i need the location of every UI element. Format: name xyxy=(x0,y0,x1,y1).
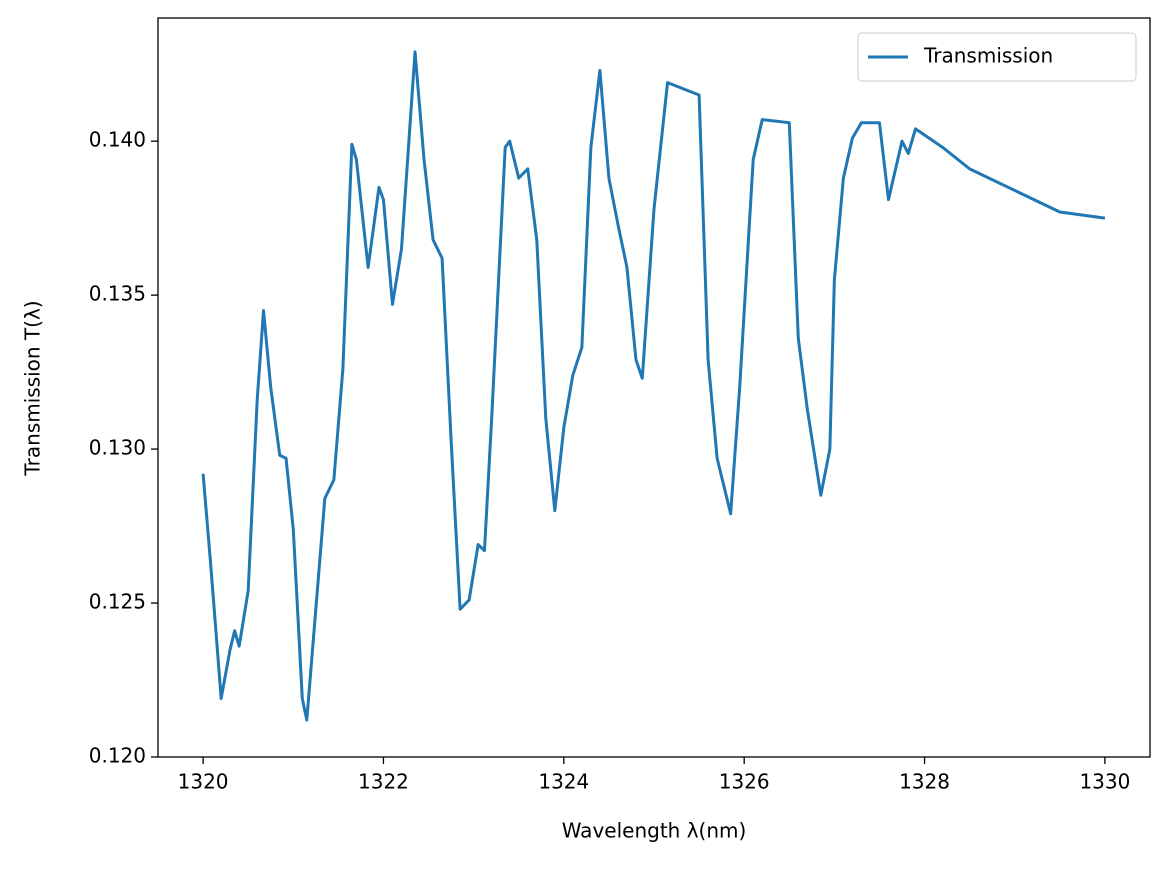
legend-box xyxy=(857,32,1137,82)
data-line xyxy=(201,50,1106,722)
x-tick-label: 1324 xyxy=(538,770,589,794)
x-tick-label: 1330 xyxy=(1079,770,1130,794)
x-tick-label: 1326 xyxy=(719,770,770,794)
y-tick-label: 0.140 xyxy=(89,128,146,152)
x-tick-label: 1322 xyxy=(358,770,409,794)
x-tick-label: 1328 xyxy=(899,770,950,794)
y-axis-label: Transmission T(λ) xyxy=(21,300,45,476)
y-tick-label: 0.135 xyxy=(89,282,146,306)
x-axis-label: Wavelength λ(nm) xyxy=(562,819,747,843)
x-tick-label: 1320 xyxy=(178,770,229,794)
y-tick-label: 0.125 xyxy=(89,590,146,614)
legend-label: Transmission xyxy=(923,44,1053,68)
y-tick-label: 0.130 xyxy=(89,436,146,460)
y-tick-label: 0.120 xyxy=(89,744,146,768)
plot-frame xyxy=(157,17,1151,758)
